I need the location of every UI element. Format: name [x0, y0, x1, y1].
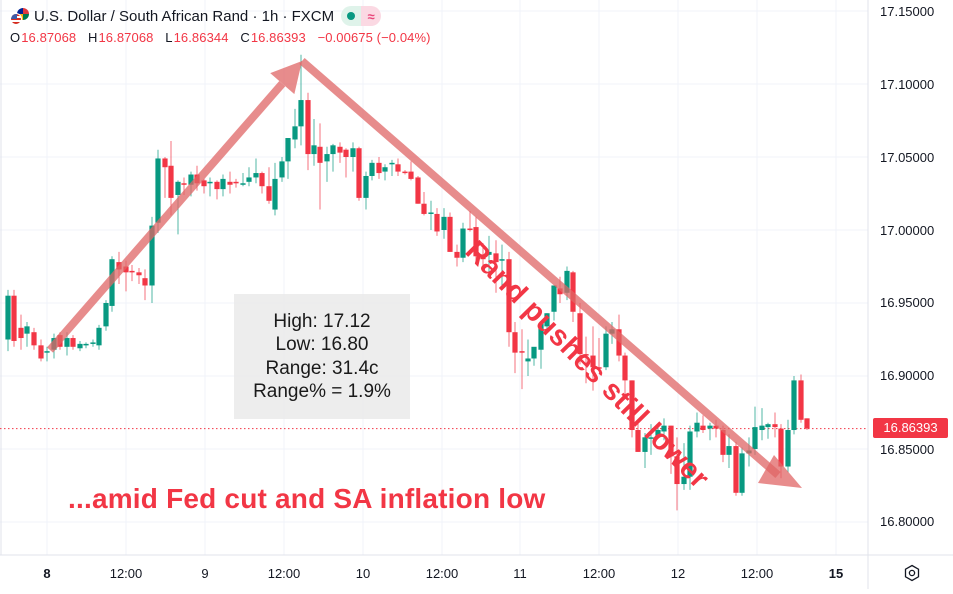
chart-legend: U.S. Dollar / South African Rand · 1h · … [10, 5, 431, 45]
close-label: C [240, 30, 250, 45]
low-label: L [165, 30, 173, 45]
bottom-caption: ...amid Fed cut and SA inflation low [68, 483, 546, 514]
ohlc-values: O16.87068 H16.87068 L16.86344 C16.86393 … [10, 30, 431, 45]
price-tick: 17.00000 [880, 223, 935, 238]
close-value: 16.86393 [250, 30, 306, 45]
time-tick: 10 [355, 566, 371, 581]
info-range-percent: Range% = 1.9% [253, 381, 391, 402]
price-tick: 17.15000 [880, 4, 935, 19]
time-tick: 15 [828, 566, 844, 581]
low-value: 16.86344 [173, 30, 229, 45]
time-tick: 12:00 [267, 566, 301, 581]
market-open-dot-icon [341, 6, 362, 26]
change-value: −0.00675 (−0.04%) [317, 30, 431, 45]
price-tick: 16.85000 [880, 442, 935, 457]
currency-pair-flags-icon [10, 7, 29, 25]
price-tick: 16.95000 [880, 295, 935, 310]
info-range: Range: 31.4c [265, 357, 379, 379]
gear-hexagon-icon[interactable] [903, 564, 921, 582]
time-tick: 11 [513, 566, 527, 581]
market-status-pill[interactable]: ≈ [341, 6, 382, 26]
price-tick: 17.10000 [880, 77, 935, 92]
time-tick: 8 [43, 566, 51, 581]
open-value: 16.87068 [21, 30, 77, 45]
time-tick: 12:00 [425, 566, 459, 581]
price-tick: 16.90000 [880, 368, 935, 383]
range-info-box: High: 17.12 Low: 16.80 Range: 31.4c Rang… [234, 294, 410, 419]
info-low: Low: 16.80 [275, 334, 369, 355]
price-tick: 17.05000 [880, 150, 935, 165]
price-tick: 16.80000 [880, 514, 935, 529]
time-tick: 12:00 [740, 566, 774, 581]
last-price-tag: 16.86393 [873, 418, 948, 438]
time-tick: 12:00 [582, 566, 616, 581]
open-label: O [10, 30, 21, 45]
time-tick: 12:00 [109, 566, 143, 581]
info-high: High: 17.12 [273, 310, 371, 332]
high-value: 16.87068 [98, 30, 154, 45]
approx-wave-icon: ≈ [361, 6, 382, 26]
time-tick: 12 [670, 566, 686, 581]
time-tick: 9 [201, 566, 209, 581]
symbol-header[interactable]: U.S. Dollar / South African Rand · 1h · … [10, 5, 431, 27]
high-label: H [87, 30, 98, 45]
symbol-title[interactable]: U.S. Dollar / South African Rand · 1h · … [34, 7, 335, 25]
